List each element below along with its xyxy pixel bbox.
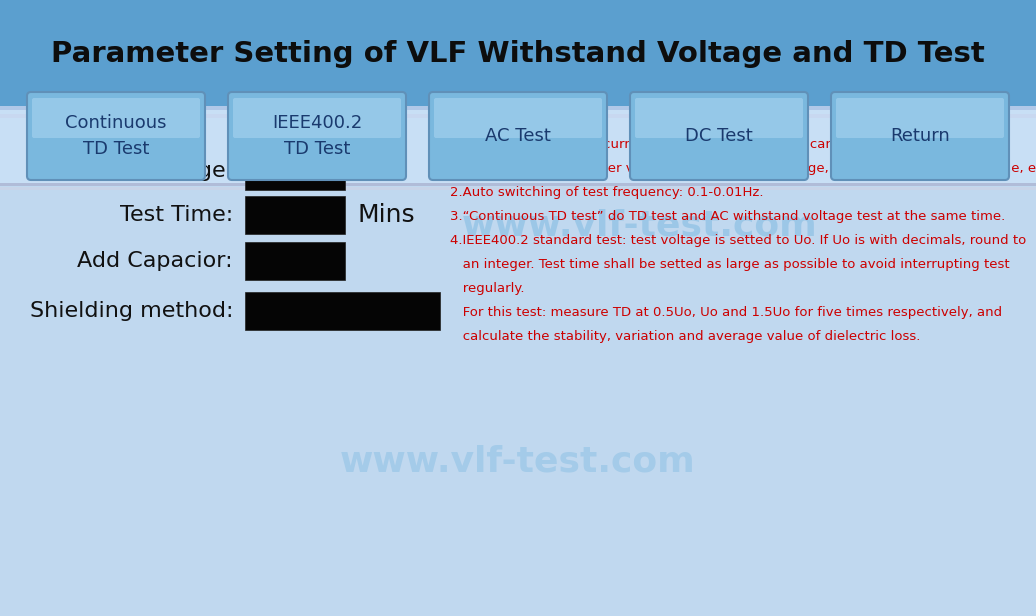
Text: an integer. Test time shall be setted as large as possible to avoid interrupting: an integer. Test time shall be setted as… <box>450 258 1010 271</box>
FancyBboxPatch shape <box>429 92 607 180</box>
FancyBboxPatch shape <box>434 98 602 138</box>
Text: Mins: Mins <box>357 203 414 227</box>
Text: Test Time:: Test Time: <box>120 205 233 225</box>
FancyBboxPatch shape <box>244 152 345 190</box>
FancyBboxPatch shape <box>836 98 1004 138</box>
FancyBboxPatch shape <box>630 92 808 180</box>
Text: Return: Return <box>890 127 950 145</box>
FancyBboxPatch shape <box>0 114 1036 118</box>
Text: situations caused by over voltage, over current, voltage, current mutation, disc: situations caused by over voltage, over … <box>450 162 1036 175</box>
FancyBboxPatch shape <box>10 188 1026 494</box>
FancyBboxPatch shape <box>244 242 345 280</box>
FancyBboxPatch shape <box>0 0 1036 108</box>
FancyBboxPatch shape <box>831 92 1009 180</box>
Text: For this test: measure TD at 0.5Uo, Uo and 1.5Uo for five times respectively, an: For this test: measure TD at 0.5Uo, Uo a… <box>450 306 1002 319</box>
FancyBboxPatch shape <box>635 98 803 138</box>
FancyBboxPatch shape <box>0 106 1036 110</box>
FancyBboxPatch shape <box>8 186 1028 496</box>
FancyBboxPatch shape <box>0 186 1036 616</box>
Text: DC Test: DC Test <box>685 127 753 145</box>
Text: regularly.: regularly. <box>450 282 524 295</box>
Text: www.vlf-test.com: www.vlf-test.com <box>340 444 696 478</box>
FancyBboxPatch shape <box>0 183 1036 186</box>
Text: KV: KV <box>357 159 391 183</box>
FancyBboxPatch shape <box>27 92 205 180</box>
Text: Note:: Note: <box>450 116 495 131</box>
Text: 2.Auto switching of test frequency: 0.1-0.01Hz.: 2.Auto switching of test frequency: 0.1-… <box>450 186 764 199</box>
Text: IEEE400.2
TD Test: IEEE400.2 TD Test <box>271 115 363 158</box>
FancyBboxPatch shape <box>244 196 345 234</box>
FancyBboxPatch shape <box>244 292 440 330</box>
Text: Continuous
TD Test: Continuous TD Test <box>65 115 167 158</box>
FancyBboxPatch shape <box>0 187 1036 190</box>
Text: 4.IEEE400.2 standard test: test voltage is setted to Uo. If Uo is with decimals,: 4.IEEE400.2 standard test: test voltage … <box>450 234 1027 247</box>
Text: 3.“Continuous TD test” do TD test and AC withstand voltage test at the same time: 3.“Continuous TD test” do TD test and AC… <box>450 210 1005 223</box>
FancyBboxPatch shape <box>228 92 406 180</box>
Text: calculate the stability, variation and average value of dielectric loss.: calculate the stability, variation and a… <box>450 330 920 343</box>
FancyBboxPatch shape <box>233 98 401 138</box>
FancyBboxPatch shape <box>32 98 200 138</box>
Text: Add Capacior:: Add Capacior: <box>78 251 233 271</box>
Text: Parameter Setting of VLF Withstand Voltage and TD Test: Parameter Setting of VLF Withstand Volta… <box>51 40 985 68</box>
Text: Test Voltage:: Test Voltage: <box>91 161 233 181</box>
Text: www.vlf-test.com: www.vlf-test.com <box>462 209 817 243</box>
Text: AC Test: AC Test <box>485 127 551 145</box>
Text: 1.Intelligent voltage & current protection. The device can protect against abnor: 1.Intelligent voltage & current protecti… <box>450 138 1007 151</box>
Text: Shielding method:: Shielding method: <box>29 301 233 321</box>
